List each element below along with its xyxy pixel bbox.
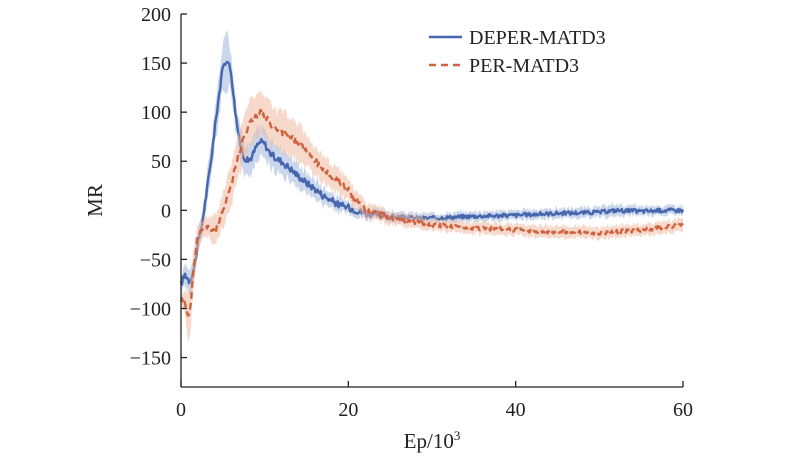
y-tick-label: −100	[130, 298, 171, 320]
y-tick-label: 100	[141, 102, 171, 124]
y-axis-title: MR	[83, 184, 107, 217]
series-line-1	[179, 108, 685, 317]
y-tick-label: 0	[161, 200, 171, 222]
x-tick-label: 20	[338, 399, 358, 421]
x-axis-title-superscript: 3	[454, 428, 461, 443]
y-tick-label: −150	[130, 348, 171, 370]
y-tick-label: 200	[141, 4, 171, 26]
x-tick-label: 0	[176, 399, 186, 421]
legend-label-1: PER-MATD3	[469, 55, 579, 77]
legend: DEPER-MATD3 PER-MATD3	[429, 27, 606, 77]
legend-label-0: DEPER-MATD3	[469, 27, 606, 49]
y-ticks: 200 150 100 50 0 −50 −100 −150	[130, 4, 187, 370]
axes: 200 150 100 50 0 −50 −100 −150 0 20 40 60	[130, 4, 693, 421]
x-axis-title: Ep/103	[404, 428, 461, 453]
x-ticks: 0 20 40 60	[176, 381, 693, 421]
y-tick-label: 50	[151, 151, 171, 173]
y-tick-label: −50	[140, 249, 171, 271]
x-tick-label: 60	[673, 399, 693, 421]
x-tick-label: 40	[506, 399, 526, 421]
series-band-0	[181, 30, 683, 297]
y-tick-label: 150	[141, 53, 171, 75]
plot-area	[179, 30, 685, 343]
x-axis-title-main: Ep/10	[404, 429, 454, 453]
